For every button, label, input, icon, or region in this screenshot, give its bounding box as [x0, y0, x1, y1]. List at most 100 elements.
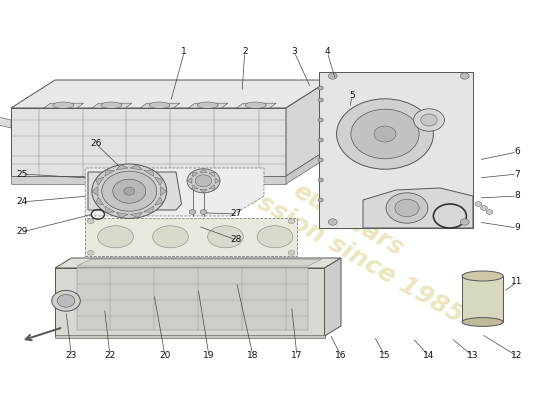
Text: 29: 29	[16, 228, 28, 236]
Polygon shape	[85, 168, 264, 216]
Text: 8: 8	[514, 192, 520, 200]
Circle shape	[460, 73, 469, 79]
Circle shape	[318, 178, 323, 182]
Text: 13: 13	[468, 352, 478, 360]
Circle shape	[481, 206, 487, 210]
Ellipse shape	[101, 102, 122, 108]
Circle shape	[87, 250, 94, 255]
Ellipse shape	[245, 102, 266, 108]
Circle shape	[92, 164, 167, 218]
Circle shape	[414, 109, 444, 131]
Polygon shape	[209, 172, 215, 177]
Ellipse shape	[53, 102, 74, 108]
Text: 15: 15	[379, 352, 390, 360]
Polygon shape	[155, 197, 163, 205]
Polygon shape	[105, 170, 115, 176]
Polygon shape	[140, 103, 180, 108]
Polygon shape	[192, 185, 198, 189]
Text: 19: 19	[204, 352, 214, 360]
Circle shape	[124, 187, 135, 195]
Polygon shape	[92, 186, 98, 196]
Polygon shape	[188, 103, 228, 108]
Ellipse shape	[98, 226, 133, 248]
Ellipse shape	[208, 226, 243, 248]
Text: 7: 7	[514, 170, 520, 178]
Polygon shape	[96, 177, 104, 186]
Polygon shape	[324, 258, 341, 336]
Circle shape	[195, 175, 212, 187]
Polygon shape	[88, 172, 182, 210]
Polygon shape	[144, 170, 153, 176]
Polygon shape	[116, 165, 129, 170]
Text: 4: 4	[324, 48, 330, 56]
Polygon shape	[55, 268, 324, 336]
Ellipse shape	[153, 226, 188, 248]
Text: 22: 22	[104, 352, 116, 360]
Ellipse shape	[257, 226, 293, 248]
Polygon shape	[55, 258, 341, 268]
Polygon shape	[44, 103, 84, 108]
Ellipse shape	[462, 318, 503, 326]
Circle shape	[288, 219, 295, 224]
Polygon shape	[85, 218, 297, 256]
Text: 5: 5	[349, 92, 355, 100]
Text: 20: 20	[160, 352, 170, 360]
Circle shape	[52, 290, 80, 311]
Circle shape	[87, 219, 94, 224]
Ellipse shape	[149, 102, 170, 108]
Polygon shape	[105, 206, 115, 212]
Text: 24: 24	[16, 198, 28, 206]
Circle shape	[328, 219, 337, 225]
Polygon shape	[77, 259, 322, 266]
Circle shape	[288, 250, 295, 255]
Circle shape	[318, 118, 323, 122]
Polygon shape	[130, 165, 142, 170]
Circle shape	[475, 202, 482, 206]
Text: 14: 14	[424, 352, 434, 360]
Circle shape	[318, 138, 323, 142]
Text: 9: 9	[514, 224, 520, 232]
Text: 28: 28	[231, 236, 242, 244]
Circle shape	[374, 126, 396, 142]
Circle shape	[102, 171, 157, 211]
Circle shape	[386, 193, 428, 223]
Circle shape	[318, 198, 323, 202]
Polygon shape	[200, 169, 207, 172]
Polygon shape	[77, 268, 308, 330]
Polygon shape	[55, 335, 324, 338]
Text: 26: 26	[91, 140, 102, 148]
Bar	[462, 276, 503, 322]
Circle shape	[318, 98, 323, 102]
Text: 2: 2	[242, 48, 248, 56]
Polygon shape	[144, 206, 153, 212]
Ellipse shape	[462, 271, 503, 281]
Polygon shape	[96, 197, 104, 205]
Text: 17: 17	[292, 352, 302, 360]
Polygon shape	[161, 186, 167, 196]
Text: 23: 23	[66, 352, 77, 360]
Text: 6: 6	[514, 148, 520, 156]
Circle shape	[328, 73, 337, 79]
Polygon shape	[116, 212, 129, 218]
Polygon shape	[130, 212, 142, 218]
Polygon shape	[11, 176, 286, 184]
Text: 1: 1	[182, 48, 187, 56]
Polygon shape	[187, 178, 192, 184]
Polygon shape	[155, 177, 163, 186]
Polygon shape	[215, 178, 220, 184]
Text: 18: 18	[248, 352, 258, 360]
Circle shape	[337, 99, 433, 169]
Polygon shape	[286, 80, 330, 176]
Circle shape	[318, 158, 323, 162]
Polygon shape	[363, 188, 473, 228]
Polygon shape	[11, 108, 286, 176]
Polygon shape	[236, 103, 276, 108]
Circle shape	[318, 86, 323, 90]
Text: 25: 25	[16, 170, 28, 178]
Text: 16: 16	[336, 352, 346, 360]
Text: 27: 27	[231, 210, 242, 218]
Polygon shape	[200, 189, 207, 193]
Circle shape	[189, 210, 196, 214]
Circle shape	[57, 294, 75, 307]
Circle shape	[187, 169, 220, 193]
